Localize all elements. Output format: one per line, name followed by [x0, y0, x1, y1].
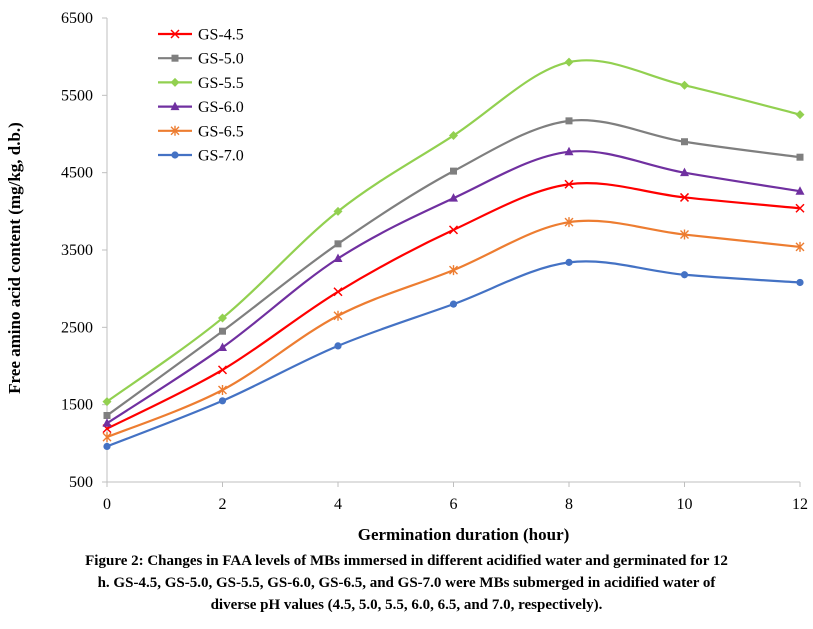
data-point [102, 432, 112, 443]
y-axis-title: Free amino acid content (mg/kg, d.b.) [5, 122, 24, 394]
data-point [333, 310, 343, 321]
x-icon [170, 29, 180, 39]
series-gs-6-5 [102, 217, 805, 443]
legend-label: GS-5.0 [198, 51, 244, 68]
legend-label: GS-6.5 [198, 123, 244, 140]
series-layer [102, 57, 805, 451]
data-point [103, 442, 111, 451]
series-line [106, 260, 801, 448]
y-tick-label: 6500 [61, 10, 93, 27]
x-tick-label: 10 [677, 496, 693, 513]
data-point [334, 240, 342, 248]
data-point [564, 57, 574, 67]
caption-line-3: diverse pH values (4.5, 5.0, 5.5, 6.0, 6… [210, 597, 603, 613]
circle-icon [171, 151, 179, 159]
data-point [796, 153, 804, 161]
square-icon [171, 54, 179, 62]
data-point [681, 138, 688, 146]
data-point [333, 253, 343, 263]
data-point [333, 206, 343, 216]
data-point [795, 241, 805, 252]
y-tick-label: 1500 [61, 397, 93, 414]
series-gs-6-0 [102, 146, 805, 427]
asterisk-icon [170, 125, 180, 136]
legend-item: GS-4.5 [158, 27, 244, 44]
figure-caption: Figure 2: Changes in FAA levels of MBs i… [0, 550, 813, 616]
data-point [218, 397, 227, 405]
x-tick-label: 6 [450, 496, 458, 513]
data-point [218, 342, 227, 351]
data-point [449, 131, 458, 141]
x-tick-label: 4 [334, 496, 342, 513]
legend-item: GS-6.0 [158, 99, 244, 116]
data-point [217, 365, 228, 375]
data-point [102, 397, 112, 407]
x-tick-label: 12 [792, 496, 808, 513]
legend-label: GS-4.5 [198, 27, 244, 44]
series-gs-7-0 [103, 258, 804, 451]
x-tick-label: 0 [103, 496, 111, 513]
triangle-icon [170, 101, 180, 111]
data-point [103, 411, 111, 419]
data-point [796, 278, 804, 287]
series-line [106, 150, 801, 425]
legend-label: GS-6.0 [198, 99, 244, 116]
data-point [795, 110, 805, 120]
data-point [680, 80, 689, 90]
caption-line-1: Figure 2: Changes in FAA levels of MBs i… [85, 553, 728, 569]
legend-item: GS-5.5 [158, 75, 244, 92]
y-tick-label: 4500 [61, 165, 93, 182]
x-tick-label: 8 [565, 496, 573, 513]
data-point [218, 313, 227, 323]
data-point [449, 265, 458, 276]
x-axis-title: Germination duration (hour) [358, 525, 570, 544]
data-point [795, 203, 805, 213]
data-point [333, 287, 343, 297]
data-point [680, 271, 689, 279]
legend-item: GS-6.5 [158, 123, 244, 140]
data-point [219, 327, 226, 335]
data-point [449, 300, 458, 308]
data-point [565, 117, 573, 125]
data-point [564, 146, 574, 156]
axes: 500 1500 2500 3500 4500 5500 6500 0 2 4 6 8 10 12 [61, 10, 808, 513]
x-tick-label: 2 [219, 496, 227, 513]
data-point [564, 217, 574, 228]
y-tick-label: 2500 [61, 319, 93, 336]
y-tick-label: 3500 [61, 242, 93, 259]
legend-label: GS-7.0 [198, 148, 244, 165]
diamond-icon [170, 77, 180, 87]
series-gs-5-0 [103, 117, 804, 419]
legend-item: GS-7.0 [158, 148, 244, 165]
data-point [564, 179, 574, 189]
data-point [448, 225, 459, 235]
data-point [565, 258, 573, 266]
legend-label: GS-5.5 [198, 75, 244, 92]
caption-line-2: h. GS-4.5, GS-5.0, GS-5.5, GS-6.0, GS-6.… [97, 575, 716, 591]
data-point [795, 186, 805, 195]
data-point [218, 384, 227, 395]
legend: GS-4.5 GS-5.0 GS-5.5 GS-6.0 GS-6.5 GS-7.0 [158, 27, 244, 165]
data-point [450, 167, 457, 175]
series-gs-5-5 [102, 57, 805, 407]
series-gs-4-5 [102, 179, 805, 434]
data-point [680, 167, 689, 177]
y-tick-label: 5500 [61, 87, 93, 104]
data-point [334, 342, 342, 350]
chart: 500 1500 2500 3500 4500 5500 6500 0 2 4 6 8 10 12 GS-… [5, 10, 808, 544]
data-point [680, 229, 689, 240]
data-point [449, 193, 458, 202]
data-point [102, 418, 112, 427]
legend-item: GS-5.0 [158, 51, 244, 68]
y-tick-label: 500 [69, 474, 93, 491]
data-point [679, 192, 690, 202]
